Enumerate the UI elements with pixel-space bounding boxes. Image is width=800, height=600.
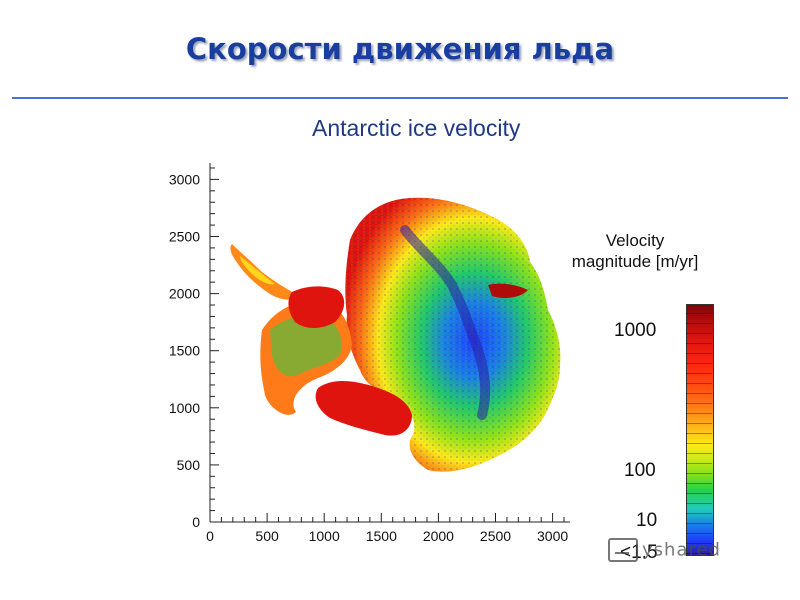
x-tick-label: 1000 <box>309 528 340 544</box>
ronne-ice-shelf <box>288 286 345 328</box>
colorbar-title-line2: magnitude [m/yr] <box>571 252 699 271</box>
colorbar-gradient <box>686 304 714 556</box>
west-antarctica-texture <box>270 314 342 377</box>
x-axis-ticks: 0 500 1000 1500 2000 2500 3000 <box>206 513 568 544</box>
antarctica-continent <box>230 197 561 472</box>
x-tick-label: 2000 <box>423 528 454 544</box>
y-tick-label: 500 <box>177 457 201 473</box>
colorbar-label-1000: 1000 <box>614 320 657 341</box>
slide-title: Скорости движения льда <box>185 32 615 66</box>
east-antarctica-texture <box>345 197 561 472</box>
colorbar-title-line1: Velocity <box>605 231 665 250</box>
ice-divide <box>400 225 491 420</box>
peninsula-detail <box>240 256 275 285</box>
y-tick-label: 2000 <box>169 286 200 302</box>
x-tick-label: 2500 <box>480 528 511 544</box>
colorbar-title: Velocity magnitude [m/yr] <box>555 230 715 272</box>
y-tick-label: 2500 <box>169 229 200 245</box>
title-divider <box>12 97 788 99</box>
colorbar-label-100: 100 <box>624 460 656 481</box>
amery-ice-shelf <box>488 283 528 298</box>
antarctic-peninsula <box>230 244 300 300</box>
watermark-text: yshared <box>642 539 721 561</box>
colorbar-tick-marks <box>686 304 712 554</box>
presentation-board-icon <box>608 538 638 562</box>
y-axis-ticks: 0 500 1000 1500 2000 2500 3000 <box>169 167 219 530</box>
map-axes <box>209 163 570 523</box>
x-tick-label: 3000 <box>537 528 568 544</box>
watermark: yshared <box>608 538 721 562</box>
colorbar-label-10: 10 <box>636 510 658 531</box>
y-tick-label: 0 <box>192 514 200 530</box>
y-tick-label: 1000 <box>169 400 200 416</box>
x-tick-label: 1500 <box>366 528 397 544</box>
x-tick-label: 0 <box>206 528 214 544</box>
y-tick-label: 1500 <box>169 343 200 359</box>
y-tick-label: 3000 <box>169 171 200 187</box>
figure-title: Antarctic ice velocity <box>312 115 521 141</box>
ross-ice-shelf <box>315 381 412 436</box>
x-tick-label: 500 <box>255 528 279 544</box>
colorbar-label-min: <1.5 <box>620 542 658 563</box>
